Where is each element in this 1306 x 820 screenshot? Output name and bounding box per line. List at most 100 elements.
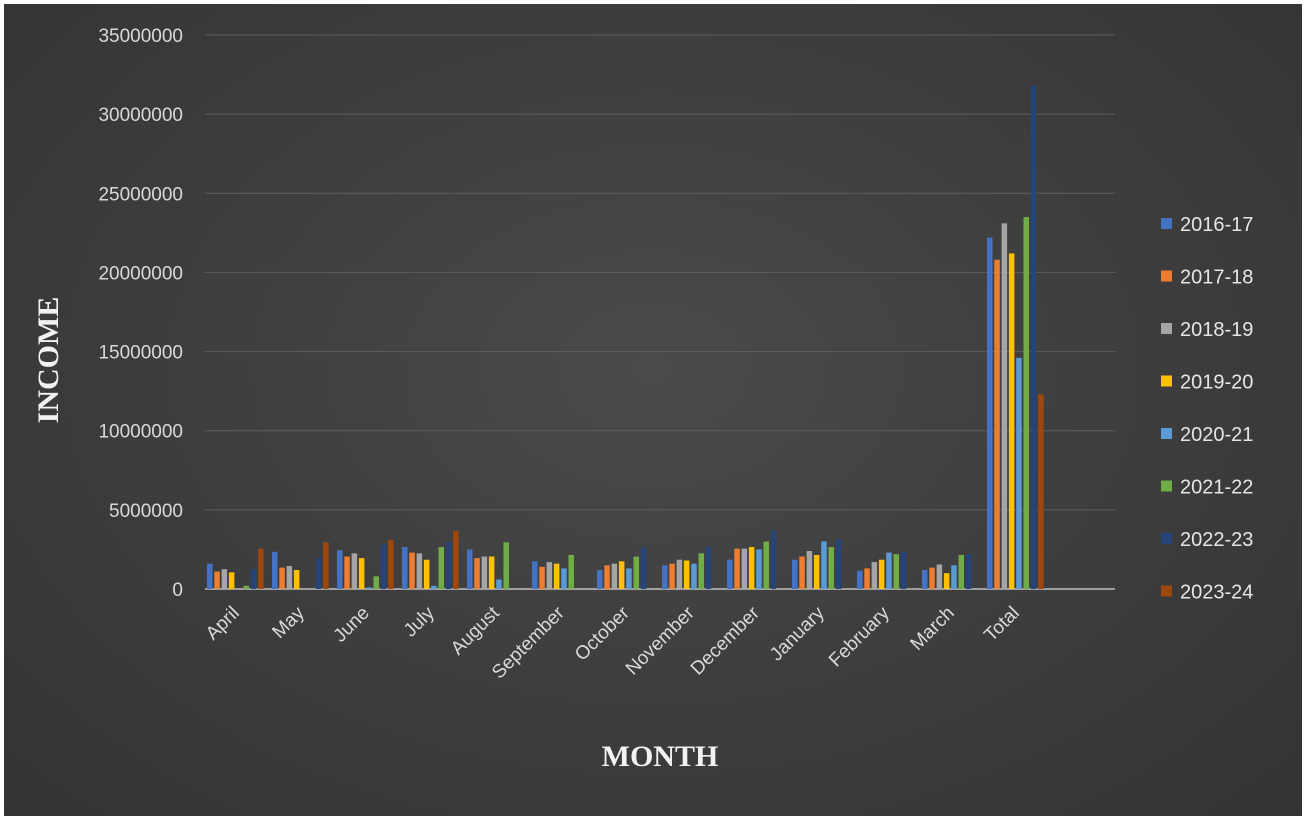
bar-2018-19-June [351, 553, 358, 589]
x-tick-label: January [766, 602, 829, 665]
bar-2017-18-March [929, 567, 935, 589]
bar-2018-19-November [676, 559, 683, 589]
bar-2018-19-July [416, 553, 423, 589]
bar-2019-20-May [293, 570, 300, 589]
chart-background [4, 4, 1302, 816]
y-tick-label: 15000000 [98, 343, 183, 364]
y-tick-label: 30000000 [98, 105, 183, 126]
bar-2016-17-July [402, 547, 408, 589]
bar-2022-23-November [705, 547, 712, 589]
bar-2017-18-October [604, 565, 610, 589]
legend-label: 2016-17 [1180, 214, 1253, 236]
bar-2017-18-Total [994, 259, 1000, 589]
x-tick-label: July [400, 602, 439, 641]
bar-2019-20-September [553, 563, 560, 589]
bar-2017-18-January [799, 556, 805, 589]
legend: 2016-17 2017-18 2018-19 2019-20 2020-21 2021-… [1161, 214, 1253, 604]
bar-2023-24-July [453, 531, 459, 589]
bar-2016-17-April [207, 563, 213, 589]
bar-2016-17-January [792, 559, 798, 589]
x-tick-label: May [268, 602, 309, 643]
legend-label: 2019-20 [1180, 372, 1253, 394]
bar-2020-21-July [431, 585, 437, 589]
y-tick-label: 0 [172, 580, 183, 601]
bar-2016-17-December [727, 559, 733, 589]
bar-2016-17-June [337, 550, 343, 589]
bar-2022-23-May [315, 558, 322, 589]
bar-2019-20-April [228, 572, 235, 589]
bar-2021-22-Total [1023, 217, 1029, 589]
bar-2018-19-August [481, 556, 488, 589]
bar-2018-19-January [806, 551, 813, 589]
bar-2023-24-June [388, 539, 394, 589]
bar-2016-17-September [532, 561, 538, 589]
y-axis-title: INCOME [32, 297, 65, 424]
bar-2021-22-June [373, 576, 379, 589]
y-tick-label: 25000000 [98, 184, 183, 205]
bar-2021-22-July [438, 547, 444, 589]
bar-2019-20-October [618, 561, 625, 589]
bar-2018-19-February [871, 562, 878, 589]
bar-2020-21-March [951, 565, 957, 589]
bar-2018-19-March [936, 564, 943, 589]
bars [207, 85, 1044, 590]
x-tick-label: March [907, 603, 959, 655]
legend-swatch [1161, 480, 1172, 492]
bar-2017-18-September [539, 566, 545, 589]
bar-2019-20-March [943, 573, 950, 589]
legend-label: 2021-22 [1180, 477, 1253, 499]
bar-2019-20-August [488, 556, 495, 589]
bar-2019-20-June [358, 558, 365, 589]
bar-2022-23-March [965, 554, 972, 589]
legend-label: 2017-18 [1180, 267, 1253, 289]
legend-swatch [1161, 585, 1172, 597]
bar-2020-21-January [821, 541, 827, 589]
bar-2021-22-January [828, 547, 834, 589]
legend-swatch [1161, 323, 1172, 334]
y-tick-label: 35000000 [98, 26, 183, 47]
bar-2020-21-June [366, 587, 372, 589]
bar-2017-18-February [864, 568, 870, 589]
bar-2020-21-Total [1016, 357, 1022, 589]
bar-2022-23-October [640, 547, 647, 589]
bar-2018-19-Total [1001, 223, 1008, 590]
x-tick-label: November [622, 602, 699, 679]
bar-2022-23-Total [1030, 85, 1037, 589]
x-tick-label: August [447, 602, 504, 659]
x-tick-label: June [330, 603, 374, 647]
bar-2018-19-April [221, 569, 228, 589]
bar-2018-19-December [741, 548, 748, 589]
y-axis-ticks: 0 5000000 10000000 15000000 20000000 25000000… [98, 26, 183, 601]
bar-2019-20-February [878, 559, 885, 589]
bar-2017-18-November [669, 563, 675, 589]
bar-2021-22-August [503, 542, 509, 589]
bar-2017-18-August [474, 558, 480, 589]
x-tick-label: Total [981, 603, 1024, 646]
bar-2021-22-October [633, 556, 639, 589]
x-tick-label: February [825, 602, 894, 671]
bar-2017-18-April [214, 571, 220, 589]
x-axis-title: MONTH [602, 740, 719, 773]
bar-2022-23-December [770, 530, 777, 589]
bar-2017-18-July [409, 552, 415, 589]
bar-2019-20-November [683, 560, 690, 589]
bar-2022-23-February [900, 551, 907, 589]
bar-2020-21-November [691, 563, 697, 589]
bar-2022-23-July [445, 542, 452, 589]
bar-2019-20-January [813, 554, 820, 589]
bar-2016-17-October [597, 570, 603, 589]
bar-2017-18-May [279, 567, 285, 589]
y-tick-label: 10000000 [98, 422, 183, 443]
legend-swatch [1161, 218, 1172, 229]
y-tick-label: 5000000 [109, 501, 183, 522]
legend-label: 2022-23 [1180, 529, 1253, 551]
bar-2016-17-November [662, 565, 668, 589]
x-tick-label: April [202, 603, 244, 645]
bar-2018-19-October [611, 563, 618, 589]
bar-2016-17-February [857, 570, 863, 589]
legend-swatch [1161, 375, 1172, 387]
x-tick-label: December [687, 602, 764, 679]
legend-swatch [1161, 533, 1172, 544]
